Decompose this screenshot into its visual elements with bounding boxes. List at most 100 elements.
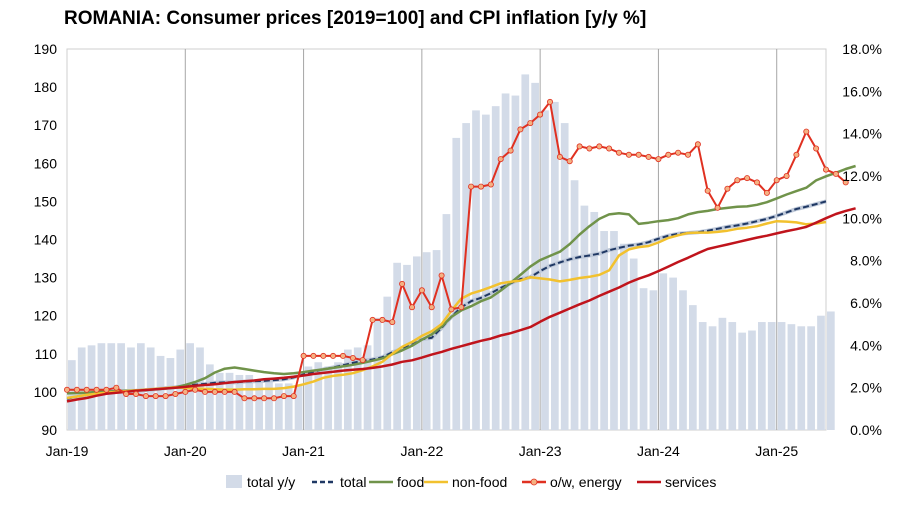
bar-total-yy bbox=[294, 385, 303, 430]
bar-total-yy bbox=[807, 326, 815, 430]
y-left-tick-label: 120 bbox=[34, 308, 58, 324]
point-energy bbox=[507, 147, 514, 154]
chart-title: ROMANIA: Consumer prices [2019=100] and … bbox=[64, 8, 647, 29]
point-energy bbox=[152, 393, 159, 400]
bar-total-yy bbox=[383, 296, 392, 430]
legend-item-services: services bbox=[637, 474, 716, 490]
point-energy bbox=[635, 151, 642, 158]
point-energy bbox=[280, 393, 287, 400]
series-o-w-energy bbox=[64, 98, 849, 402]
point-energy bbox=[547, 98, 554, 105]
point-energy bbox=[211, 388, 218, 395]
bar-total-yy bbox=[669, 277, 677, 430]
bar-total-yy bbox=[304, 366, 313, 430]
point-energy bbox=[142, 393, 149, 400]
point-energy bbox=[261, 395, 268, 402]
point-energy bbox=[192, 386, 199, 393]
bar-total-yy bbox=[580, 205, 589, 430]
x-tick-label: Jan-20 bbox=[164, 443, 207, 459]
line-food bbox=[66, 164, 856, 395]
point-energy bbox=[803, 128, 810, 135]
bar-total-yy bbox=[777, 322, 786, 430]
point-energy bbox=[290, 393, 297, 400]
legend-item-food: food bbox=[369, 474, 424, 490]
bar-total-yy bbox=[245, 374, 254, 430]
y-axis-left: 90 100 110 120 130 140 150 160 170 180 190 bbox=[34, 41, 58, 438]
point-energy bbox=[685, 151, 692, 158]
y-right-tick-label: 0.0% bbox=[850, 422, 882, 438]
point-energy bbox=[468, 183, 475, 190]
y-left-tick-label: 100 bbox=[34, 384, 58, 400]
legend-label: non-food bbox=[452, 474, 507, 490]
bar-total-yy bbox=[275, 383, 283, 430]
point-energy bbox=[132, 390, 139, 397]
bar-total-yy bbox=[787, 324, 796, 430]
point-energy bbox=[172, 390, 179, 397]
y-left-tick-label: 90 bbox=[41, 422, 57, 438]
bar-total-yy bbox=[560, 123, 569, 430]
bar-total-yy bbox=[698, 322, 707, 430]
legend-item-o-w-energy: o/w, energy bbox=[522, 474, 622, 490]
point-energy bbox=[832, 170, 839, 177]
point-energy bbox=[113, 384, 120, 391]
point-energy bbox=[714, 204, 721, 211]
point-energy bbox=[842, 179, 849, 186]
bar-total-yy bbox=[472, 110, 480, 430]
point-energy bbox=[823, 166, 830, 173]
bar-total-yy bbox=[432, 250, 441, 430]
legend-item-total-y-y: total y/y bbox=[226, 474, 295, 490]
bar-total-yy bbox=[817, 315, 825, 430]
point-energy bbox=[389, 319, 396, 326]
point-energy bbox=[241, 395, 248, 402]
point-energy bbox=[724, 185, 731, 192]
point-energy bbox=[566, 158, 573, 165]
point-energy bbox=[339, 352, 346, 359]
bar-total-yy bbox=[137, 343, 145, 430]
bar-total-yy bbox=[344, 349, 352, 430]
bar-total-yy bbox=[827, 311, 835, 430]
point-energy bbox=[744, 175, 751, 182]
legend-label: total bbox=[340, 474, 366, 490]
y-left-tick-label: 180 bbox=[34, 79, 58, 95]
point-energy bbox=[477, 183, 484, 190]
x-axis: Jan-19 Jan-20 Jan-21 Jan-22 Jan-23 Jan-24 Jan-… bbox=[46, 443, 799, 459]
bar-total-yy bbox=[235, 374, 244, 430]
bar-total-yy bbox=[314, 362, 323, 430]
bar-total-yy bbox=[166, 358, 175, 430]
bar-total-yy bbox=[255, 379, 263, 430]
bar-total-yy bbox=[511, 95, 520, 431]
x-tick-label: Jan-19 bbox=[46, 443, 89, 459]
bar-total-yy bbox=[600, 231, 608, 430]
bar-total-yy bbox=[659, 273, 668, 430]
legend-label: food bbox=[397, 474, 424, 490]
point-energy bbox=[773, 177, 780, 184]
y-left-tick-label: 110 bbox=[35, 346, 58, 362]
x-tick-label: Jan-24 bbox=[637, 443, 680, 459]
bar-total-yy bbox=[679, 290, 687, 430]
bar-total-yy bbox=[639, 288, 648, 430]
point-energy bbox=[694, 141, 701, 148]
bar-total-yy bbox=[334, 362, 342, 430]
y-right-tick-label: 16.0% bbox=[842, 83, 882, 99]
bar-total-yy bbox=[689, 305, 697, 430]
legend-item-total: total bbox=[312, 474, 366, 490]
bar-total-yy bbox=[206, 364, 214, 430]
point-energy bbox=[251, 395, 258, 402]
point-energy bbox=[616, 149, 623, 156]
y-right-tick-label: 12.0% bbox=[842, 168, 882, 184]
point-energy bbox=[517, 126, 524, 133]
point-energy bbox=[330, 352, 337, 359]
point-energy bbox=[556, 153, 563, 160]
point-energy bbox=[448, 306, 455, 313]
y-right-tick-label: 18.0% bbox=[842, 41, 882, 57]
y-right-tick-label: 14.0% bbox=[842, 126, 882, 142]
point-energy bbox=[665, 151, 672, 158]
y-left-tick-label: 140 bbox=[34, 232, 58, 248]
legend-label: o/w, energy bbox=[550, 474, 622, 490]
point-energy bbox=[359, 357, 366, 364]
x-tick-label: Jan-21 bbox=[282, 443, 325, 459]
point-energy bbox=[64, 386, 71, 393]
legend-label: total y/y bbox=[247, 474, 295, 490]
bar-total-yy bbox=[738, 332, 746, 430]
bar-total-yy bbox=[452, 137, 461, 430]
